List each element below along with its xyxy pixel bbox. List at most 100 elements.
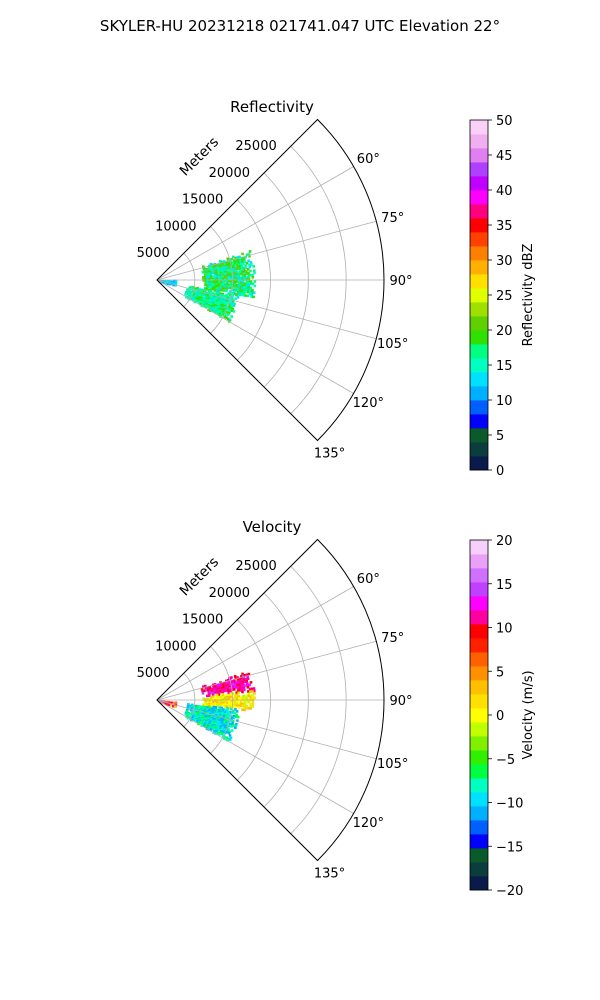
echo-gate [217, 271, 221, 275]
echo-gate [229, 268, 232, 272]
echo-gate [201, 689, 204, 693]
echo-gate [238, 685, 242, 688]
echo-gate [208, 306, 212, 309]
echo-gate [231, 287, 235, 290]
echo-gate [235, 710, 239, 713]
echo-gate [217, 274, 221, 278]
echo-gate [217, 710, 221, 714]
echo-gate [219, 292, 223, 296]
echo-gate [215, 726, 218, 729]
echo-gate [235, 691, 238, 694]
echo-gate [224, 718, 227, 721]
echo-gate [227, 707, 231, 710]
echo-gate [235, 697, 239, 700]
echo-gate [245, 679, 248, 683]
echo-gate [212, 267, 216, 270]
echo-gate [202, 279, 205, 282]
echo-gate [231, 705, 235, 709]
echo-gate [221, 271, 225, 274]
colorbar-segment [470, 134, 488, 149]
echo-gate [234, 724, 238, 728]
echo-gate [207, 688, 210, 692]
echo-gate [227, 262, 231, 265]
echo-gate [241, 284, 245, 287]
colorbar-segment [470, 358, 488, 373]
echo-gate [251, 696, 255, 700]
echo-gate [204, 703, 207, 707]
echo-gate [246, 686, 250, 689]
colorbar-tick-label: 30 [496, 254, 513, 269]
echo-gate [224, 296, 228, 300]
echo-gate [243, 704, 247, 708]
echo-gate [241, 678, 244, 682]
echo-gate [247, 278, 251, 281]
echo-gate [216, 700, 219, 704]
echo-gate [214, 703, 217, 706]
echo-gate [235, 262, 239, 265]
echo-gate [237, 704, 241, 707]
echo-gate [247, 707, 250, 710]
range-tick-label: 15000 [182, 613, 223, 628]
echo-gate [243, 680, 247, 683]
echo-gate [224, 684, 227, 688]
echo-gate [217, 712, 221, 715]
echo-gate [206, 276, 209, 280]
echo-gate [212, 703, 215, 706]
echo-gate [222, 302, 226, 306]
echo-gate [224, 728, 228, 732]
echo-gate [209, 288, 213, 292]
echo-gate [245, 700, 249, 704]
echo-gate [216, 722, 220, 725]
echo-gate [215, 711, 219, 715]
echo-gate [241, 690, 244, 694]
echo-gate [220, 267, 224, 270]
echo-gate [214, 704, 217, 707]
colorbar-tick-label: −5 [496, 753, 515, 768]
echo-gate [217, 683, 221, 686]
echo-gate [215, 729, 219, 733]
echo-gate [208, 702, 211, 706]
echo-gate [227, 727, 230, 731]
echo-gate [227, 694, 231, 697]
echo-gate [205, 271, 209, 274]
echo-gate [246, 677, 250, 680]
echo-gate [243, 286, 247, 289]
echo-gate [192, 293, 196, 296]
echo-gate [220, 702, 223, 705]
echo-gate [233, 280, 237, 283]
echo-gate [214, 696, 217, 700]
echo-gate [239, 280, 243, 283]
echo-gate [219, 688, 222, 692]
echo-gate [225, 288, 229, 291]
echo-gate [222, 266, 226, 270]
echo-gate [229, 280, 233, 283]
echo-gate [231, 288, 234, 292]
colorbar-tick-label: 15 [496, 578, 513, 593]
colorbar-segment [470, 218, 488, 233]
echo-gate [218, 259, 222, 263]
echo-gate [237, 285, 241, 289]
echo-gate [166, 703, 169, 706]
echo-gate [228, 734, 232, 737]
echo-gate [245, 276, 249, 279]
echo-gate [247, 259, 250, 263]
echo-gate [221, 691, 225, 694]
echo-gate [212, 707, 215, 710]
echo-gate [249, 705, 253, 708]
echo-gate [210, 704, 213, 707]
echo-gate [219, 274, 223, 278]
echo-gate [227, 260, 230, 264]
echo-gate [241, 674, 245, 678]
echo-gate [225, 284, 229, 288]
echo-gate [239, 679, 242, 682]
echo-gate [222, 703, 225, 707]
echo-gate [229, 272, 233, 275]
echo-gate [214, 282, 217, 286]
echo-gate [160, 701, 164, 704]
echo-gate [217, 730, 220, 734]
echo-gate [223, 726, 227, 729]
echo-gate [247, 672, 251, 676]
echo-gate [206, 699, 209, 702]
echo-gate [237, 679, 240, 683]
echo-gate [208, 275, 211, 279]
